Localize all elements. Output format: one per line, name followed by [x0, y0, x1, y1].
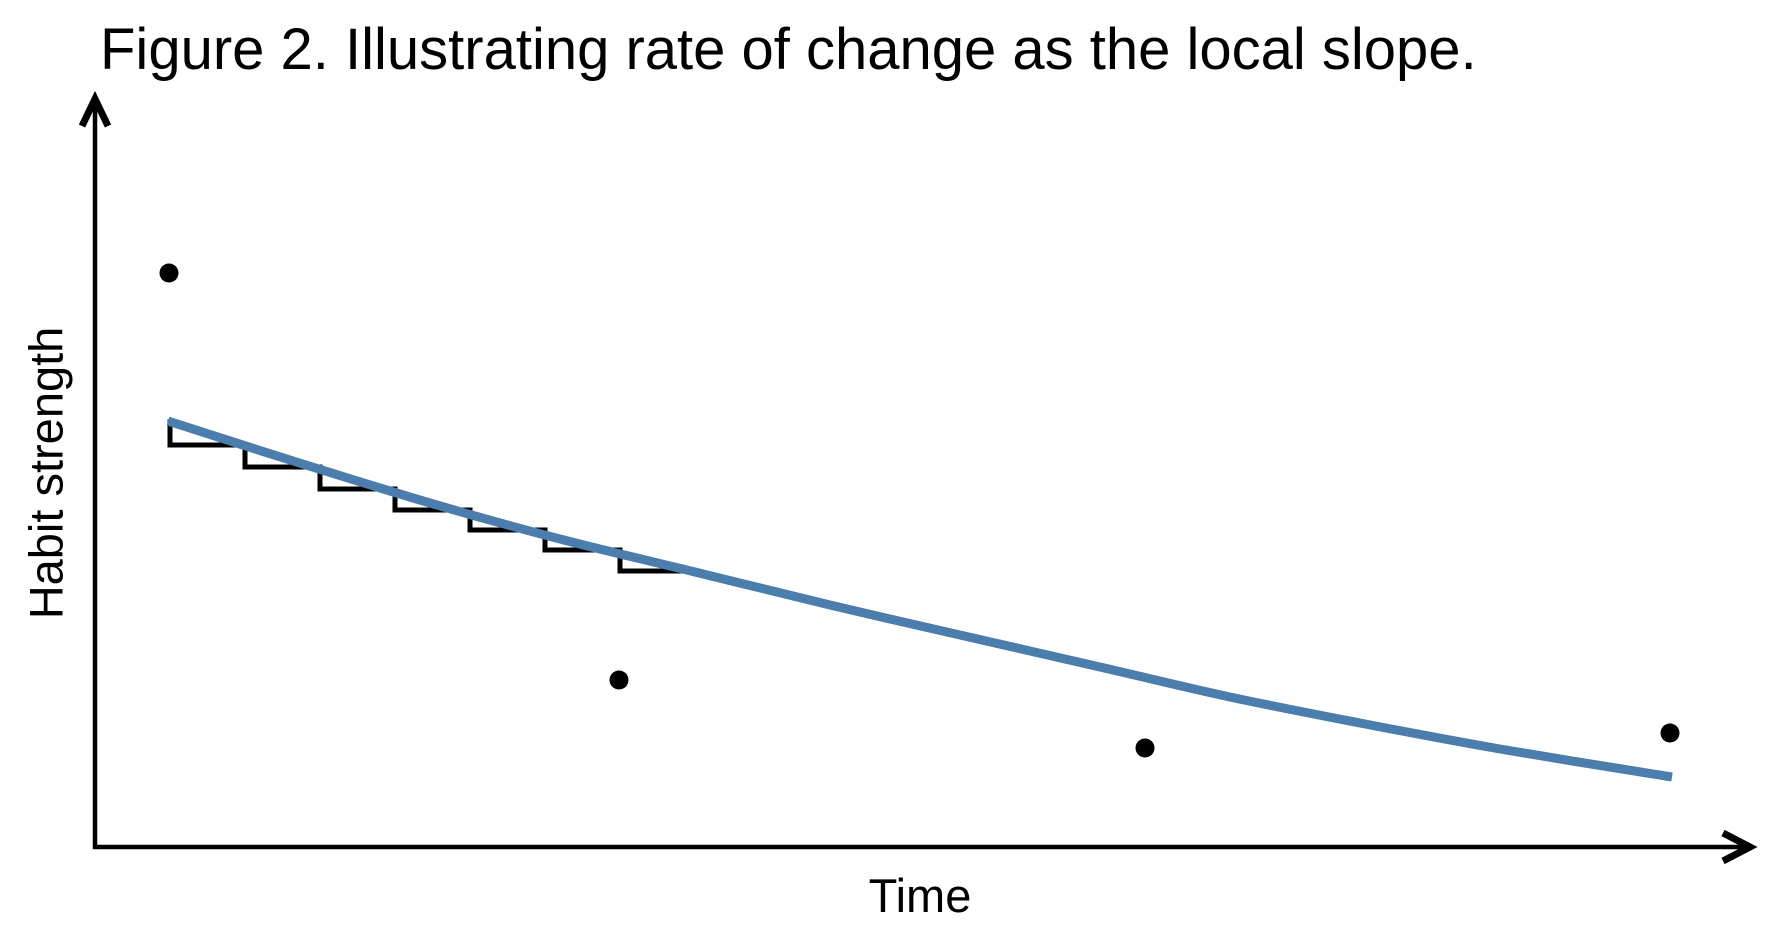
x-axis-label: Time: [868, 869, 972, 922]
habit-strength-model-curve: [166, 416, 1673, 782]
data-point: [159, 263, 179, 283]
x-axis-arrowhead: [1721, 829, 1758, 865]
y-axis-arrowhead: [78, 90, 112, 128]
figure-title: Figure 2. Illustrating rate of change as…: [100, 17, 1477, 82]
data-point: [609, 670, 629, 690]
data-point: [1660, 723, 1680, 743]
y-axis-label: Habit strength: [19, 326, 73, 620]
data-point: [1135, 738, 1155, 758]
